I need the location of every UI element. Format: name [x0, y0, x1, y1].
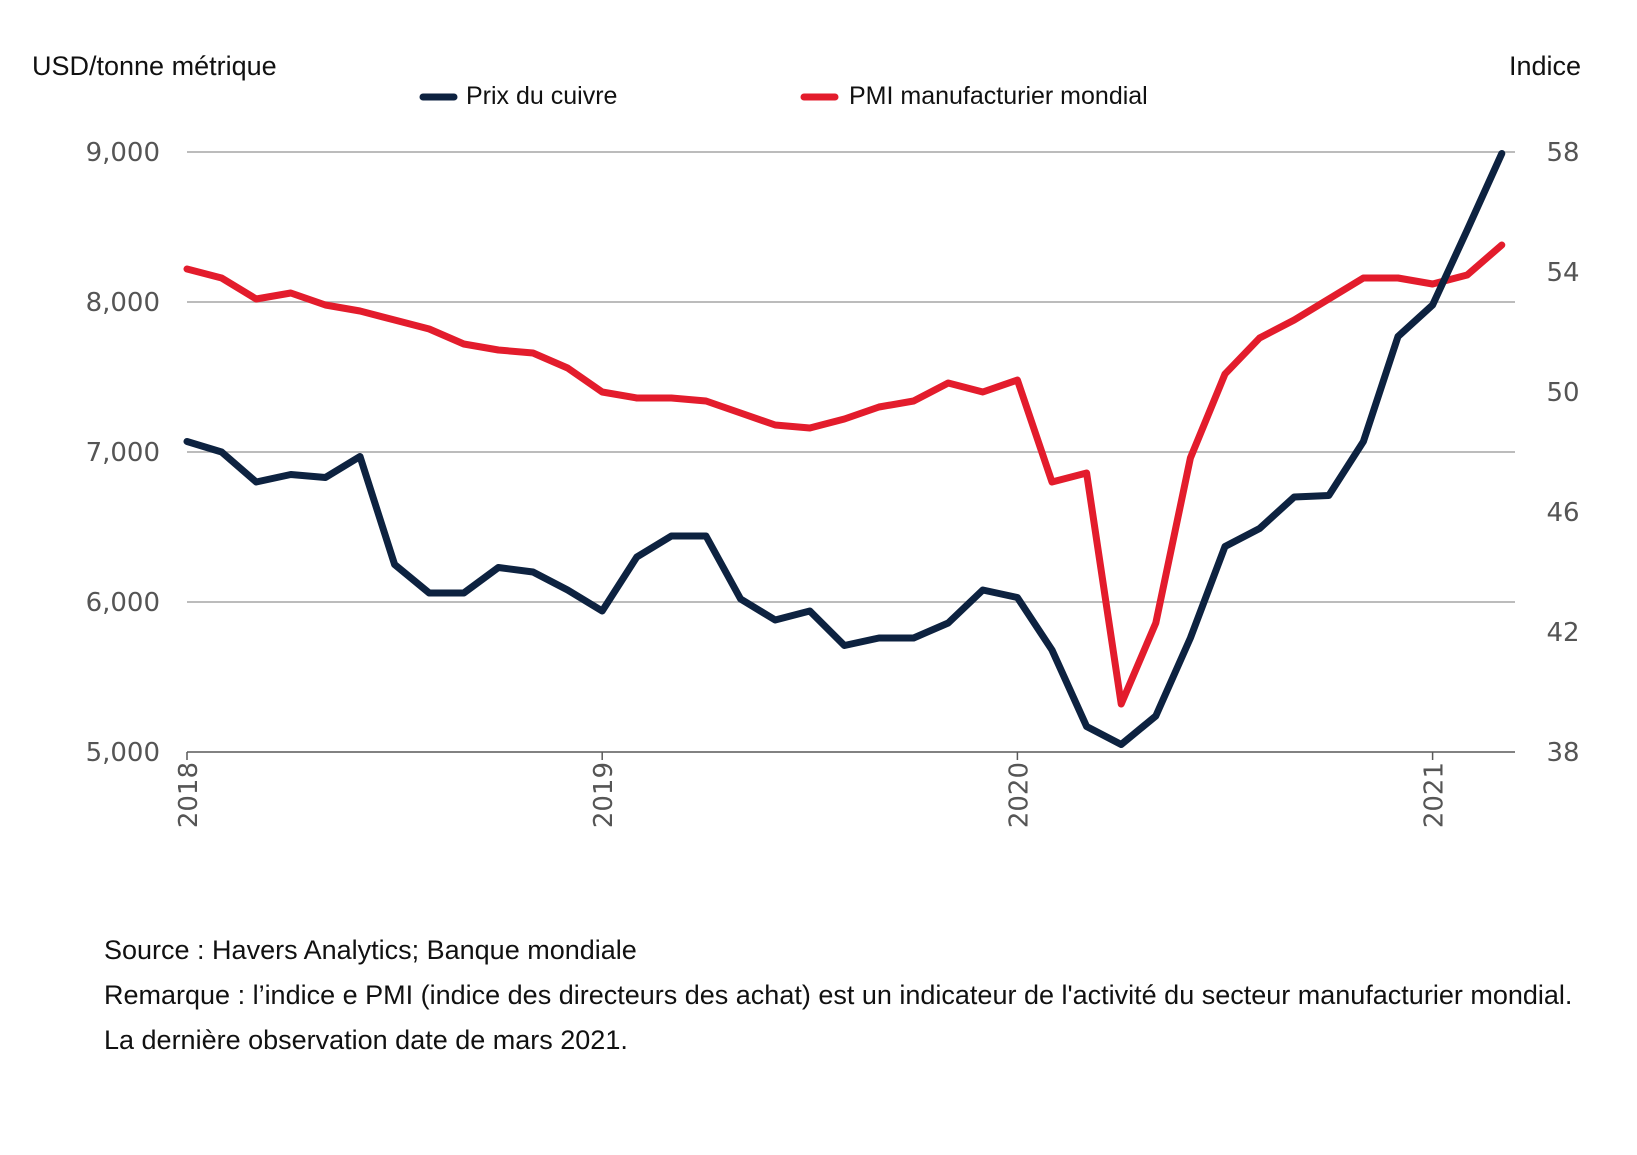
- copper-price-line: [183, 150, 1506, 748]
- y-left-tick-label: 7,000: [86, 438, 160, 468]
- y-left-tick-label: 9,000: [86, 138, 160, 168]
- pmi-line: [183, 241, 1506, 708]
- y-right-axis: 38 42 46 50 54 58: [1546, 138, 1579, 768]
- source-note: Source : Havers Analytics; Banque mondia…: [104, 935, 637, 965]
- y-left-axis: 5,000 6,000 7,000 8,000 9,000: [86, 138, 160, 768]
- x-tick-label: 2018: [174, 762, 204, 828]
- y-right-axis-title: Indice: [1509, 51, 1581, 81]
- y-left-tick-label: 5,000: [86, 738, 160, 768]
- series-lines: [183, 150, 1506, 748]
- y-left-axis-title: USD/tonne métrique: [32, 51, 277, 81]
- y-right-tick-label: 54: [1546, 258, 1579, 288]
- last-observation-note: La dernière observation date de mars 202…: [104, 1025, 628, 1055]
- y-right-tick-label: 38: [1546, 738, 1579, 768]
- legend-label-pmi: PMI manufacturier mondial: [849, 82, 1148, 110]
- legend: Prix du cuivre PMI manufacturier mondial: [419, 82, 1148, 110]
- y-right-tick-label: 50: [1546, 378, 1579, 408]
- gridlines: [187, 151, 1515, 753]
- y-left-tick-label: 6,000: [86, 588, 160, 618]
- y-right-tick-label: 42: [1546, 618, 1579, 648]
- y-right-tick-label: 46: [1546, 498, 1579, 528]
- legend-label-copper: Prix du cuivre: [466, 82, 617, 110]
- y-right-tick-label: 58: [1546, 138, 1579, 168]
- chart-notes: Source : Havers Analytics; Banque mondia…: [104, 928, 1624, 1063]
- chart: USD/tonne métrique Indice Prix du cuivre…: [32, 51, 1581, 828]
- x-tick-label: 2020: [1004, 762, 1034, 828]
- x-axis: 2018 2019 2020 2021: [174, 752, 1450, 828]
- remark-note: Remarque : l’indice e PMI (indice des di…: [104, 980, 1573, 1010]
- x-tick-label: 2019: [589, 762, 619, 828]
- x-tick-label: 2021: [1420, 762, 1450, 828]
- y-left-tick-label: 8,000: [86, 288, 160, 318]
